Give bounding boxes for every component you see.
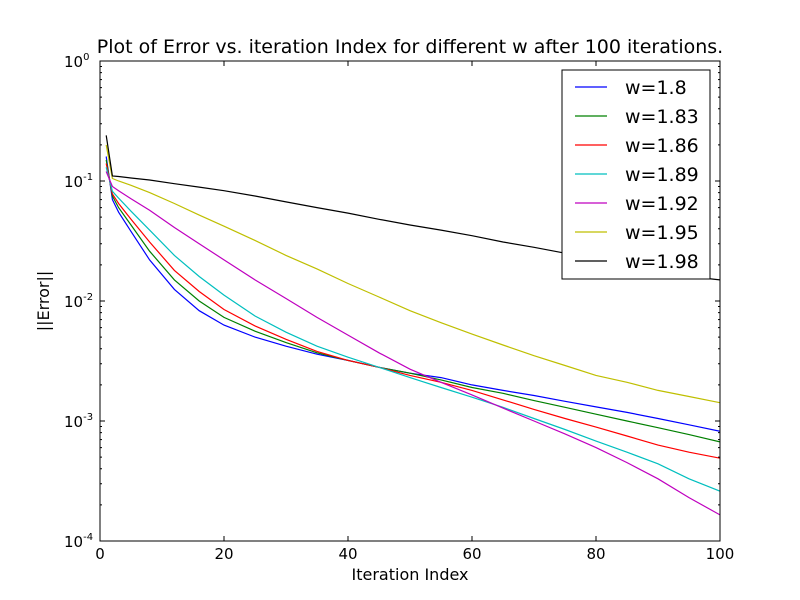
x-tick-label-5: 100 (706, 545, 735, 563)
series-line-4 (105, 171, 720, 516)
y-tick-label-1: 10-1 (64, 172, 93, 191)
x-tick-label-4: 80 (586, 545, 605, 563)
legend-label-0: w=1.8 (625, 77, 687, 99)
x-tick-label-2: 40 (338, 545, 357, 563)
legend: w=1.8 w=1.83 w=1.86 w=1.89 w=1.92 w=1.95 w=1.9… (561, 69, 711, 280)
x-tick-label-0: 0 (95, 545, 105, 563)
legend-label-5: w=1.95 (625, 222, 699, 244)
x-tick-label-3: 60 (462, 545, 481, 563)
y-tick-label-0: 100 (64, 52, 89, 71)
chart-title: Plot of Error vs. iteration Index for di… (97, 36, 723, 58)
y-tick-label-2: 10-2 (64, 292, 93, 311)
series-line-5 (105, 144, 720, 404)
y-tick-label-3: 10-3 (64, 412, 93, 431)
legend-label-4: w=1.92 (625, 193, 699, 215)
legend-label-1: w=1.83 (625, 106, 699, 128)
x-tick-label-1: 20 (214, 545, 233, 563)
y-tick-label-4: 10-4 (64, 532, 93, 551)
series-line-2 (105, 163, 720, 459)
legend-label-2: w=1.86 (625, 135, 699, 157)
legend-label-3: w=1.89 (625, 164, 699, 186)
series-line-3 (105, 167, 720, 492)
legend-label-6: w=1.98 (625, 251, 699, 273)
x-axis-label: Iteration Index (352, 565, 469, 584)
y-axis-label: ||Error|| (34, 271, 53, 332)
